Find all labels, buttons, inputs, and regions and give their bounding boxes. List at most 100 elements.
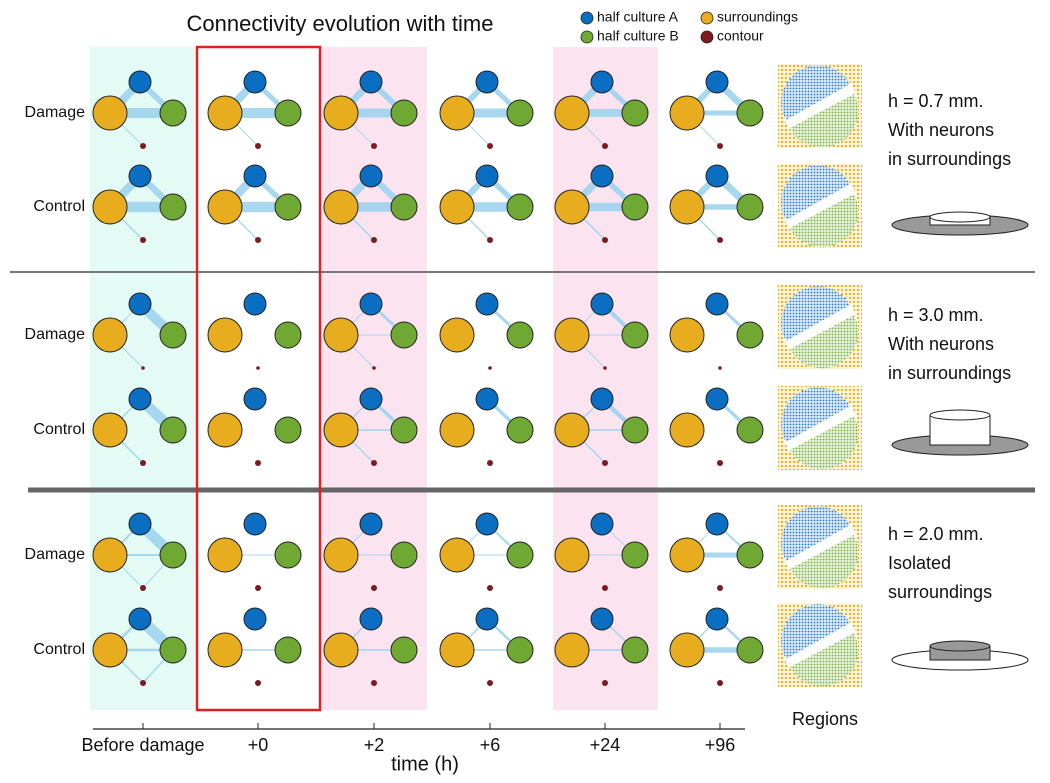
node-contour [717,585,723,591]
node-surroundings [555,538,589,572]
node-contour [371,460,377,466]
node-culture-a [244,388,266,410]
node-contour [255,143,261,149]
node-culture-a [476,71,498,93]
node-culture-b [622,417,648,443]
node-surroundings [555,190,589,224]
node-culture-b [622,194,648,220]
node-culture-a [360,608,382,630]
node-culture-a [591,293,613,315]
node-culture-a [129,388,151,410]
legend-marker [581,12,593,24]
node-culture-b [391,322,417,348]
dish-top [930,410,990,420]
node-culture-a [244,71,266,93]
description: h = 3.0 mm. [888,305,984,325]
node-surroundings [208,190,242,224]
node-culture-b [391,194,417,220]
node-surroundings [555,633,589,667]
node-culture-a [591,608,613,630]
row-label: Damage [25,104,86,121]
node-culture-a [706,293,728,315]
node-culture-b [160,322,186,348]
legend-marker [701,31,713,43]
node-contour [602,460,608,466]
node-culture-b [507,417,533,443]
node-surroundings [208,318,242,352]
description: With neurons [888,120,994,140]
node-contour [602,237,608,243]
tick-label: +24 [590,735,621,755]
legend-label: half culture A [597,9,679,25]
node-contour [255,585,261,591]
node-contour [487,460,493,466]
node-surroundings [440,96,474,130]
node-surroundings [440,538,474,572]
node-contour [255,237,261,243]
node-culture-b [507,637,533,663]
node-surroundings [208,538,242,572]
node-contour [141,366,145,370]
description: h = 2.0 mm. [888,524,984,544]
node-contour [717,680,723,686]
node-surroundings [324,413,358,447]
node-culture-b [275,194,301,220]
node-surroundings [93,318,127,352]
row-label: Damage [25,546,86,563]
node-culture-a [706,513,728,535]
node-contour [603,366,607,370]
row-label: Control [33,641,85,658]
node-culture-a [129,293,151,315]
node-contour [488,366,492,370]
node-culture-a [476,165,498,187]
description: Isolated [888,553,951,573]
node-surroundings [93,413,127,447]
node-culture-a [591,165,613,187]
node-contour [487,680,493,686]
node-surroundings [440,413,474,447]
node-culture-a [129,513,151,535]
node-culture-a [129,71,151,93]
node-surroundings [93,538,127,572]
node-culture-b [275,417,301,443]
node-surroundings [670,538,704,572]
node-culture-b [737,100,763,126]
node-culture-a [591,71,613,93]
dish-top [930,641,990,651]
node-surroundings [440,633,474,667]
node-culture-a [476,388,498,410]
node-surroundings [93,96,127,130]
node-culture-a [706,608,728,630]
node-contour [602,585,608,591]
tick-label: +0 [248,735,269,755]
node-culture-b [622,322,648,348]
node-surroundings [670,633,704,667]
node-culture-b [622,637,648,663]
node-contour [717,237,723,243]
node-culture-a [244,293,266,315]
node-culture-b [275,637,301,663]
node-culture-b [507,542,533,568]
description: in surroundings [888,149,1011,169]
node-contour [255,680,261,686]
node-surroundings [208,413,242,447]
node-contour [371,680,377,686]
node-culture-b [275,100,301,126]
node-surroundings [670,413,704,447]
node-culture-b [275,542,301,568]
row-label: Control [33,421,85,438]
legend-label: surroundings [717,9,798,25]
axis-label: time (h) [391,753,459,775]
description: h = 0.7 mm. [888,91,984,111]
node-surroundings [324,633,358,667]
legend-label: half culture B [597,28,679,44]
legend-marker [581,31,593,43]
title: Connectivity evolution with time [187,11,494,36]
node-culture-a [360,293,382,315]
description: in surroundings [888,363,1011,383]
node-surroundings [555,96,589,130]
node-surroundings [208,96,242,130]
node-contour [718,366,722,370]
row-label: Damage [25,326,86,343]
node-culture-b [622,100,648,126]
